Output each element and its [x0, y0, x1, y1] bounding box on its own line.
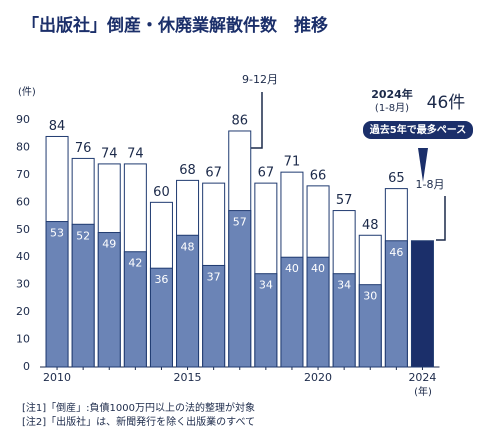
- value-label: 67: [205, 166, 222, 181]
- note: [注1]「倒産」:負債1000万円以上の法的整理が対象: [22, 401, 255, 414]
- pointer: [418, 148, 428, 182]
- y-tick-label: 90: [16, 113, 30, 126]
- value-label: 53: [50, 227, 64, 240]
- y-tick-label: 50: [16, 223, 30, 236]
- annotation: (1-8月): [375, 102, 409, 114]
- bar: [358, 284, 382, 368]
- y-tick-label: 20: [16, 305, 30, 318]
- value-label: 37: [207, 270, 221, 283]
- value-label: 48: [181, 240, 195, 253]
- value-label: 60: [153, 185, 170, 200]
- note: [注2]「出版社」は、新聞発行を除く出版業のすべて: [22, 415, 255, 428]
- y-tick-label: 80: [16, 140, 30, 153]
- y-tick-label: 60: [16, 195, 30, 208]
- value-label: 68: [179, 163, 196, 178]
- bar: [176, 234, 200, 368]
- annotation: 2024年: [371, 87, 413, 101]
- value-label: 86: [231, 113, 248, 128]
- badge: [363, 121, 473, 139]
- bar: [202, 264, 226, 368]
- value-label: 74: [101, 146, 118, 161]
- value-label: 46件: [427, 93, 466, 113]
- y-tick-label: 40: [16, 250, 30, 263]
- x-axis-label: (年): [414, 385, 432, 398]
- bar: [228, 210, 252, 368]
- value-label: 52: [76, 229, 90, 242]
- bar: [280, 256, 304, 368]
- bar: [45, 221, 69, 368]
- value-label: 48: [362, 218, 379, 233]
- y-tick-label: 30: [16, 278, 30, 291]
- bar: [332, 273, 356, 368]
- y-tick-label: 10: [16, 333, 30, 346]
- value-label: 74: [127, 146, 144, 161]
- value-label: 57: [233, 216, 247, 229]
- bar: [97, 232, 121, 368]
- value-label: 76: [75, 141, 92, 156]
- y-axis-label: (件): [18, 86, 36, 98]
- bracket: [251, 92, 263, 149]
- value-label: 40: [311, 262, 325, 275]
- value-label: 34: [337, 279, 351, 292]
- x-tick-label: 2015: [174, 371, 202, 384]
- y-tick-label: 70: [16, 168, 30, 181]
- annotation: 1-8月: [416, 178, 445, 191]
- value-label: 42: [128, 257, 142, 270]
- bracket: [436, 196, 446, 241]
- value-label: 30: [363, 290, 377, 303]
- value-label: 66: [310, 168, 327, 183]
- value-label: 40: [285, 262, 299, 275]
- annotation: 過去5年で最多ペース: [369, 123, 466, 136]
- annotation: 9-12月: [242, 73, 278, 86]
- bar: [123, 251, 147, 368]
- value-label: 34: [259, 279, 273, 292]
- bar: [306, 256, 330, 368]
- x-tick-label: 2020: [304, 371, 332, 384]
- x-tick-label: 2010: [43, 371, 71, 384]
- value-label: 67: [258, 166, 275, 181]
- value-label: 71: [284, 155, 301, 170]
- value-label: 57: [336, 193, 353, 208]
- y-tick-label: 0: [23, 360, 30, 373]
- bar: [71, 223, 95, 368]
- chart-title: 「出版社」倒産・休廃業解散件数 推移: [22, 15, 328, 36]
- bar: [149, 267, 173, 368]
- value-label: 65: [388, 171, 405, 186]
- bar: [410, 240, 434, 368]
- value-label: 84: [49, 119, 66, 134]
- x-tick-label: 2024: [408, 371, 436, 384]
- value-label: 36: [154, 273, 168, 286]
- bar: [254, 273, 278, 368]
- bar: [384, 240, 408, 368]
- value-label: 46: [389, 246, 403, 259]
- value-label: 49: [102, 238, 116, 251]
